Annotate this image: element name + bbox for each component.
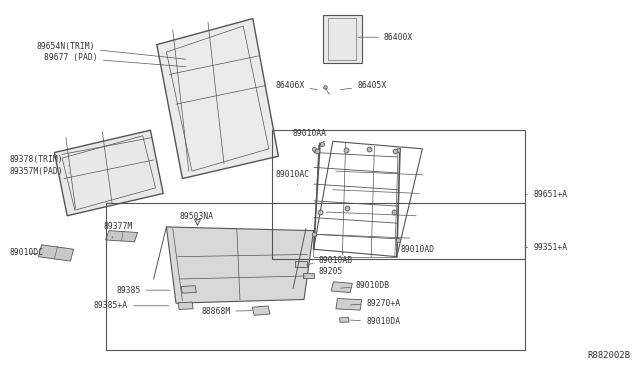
Text: 89377M: 89377M (104, 222, 133, 238)
Text: 89677 (PAD): 89677 (PAD) (44, 53, 186, 67)
Text: 89357M(PAD): 89357M(PAD) (10, 167, 69, 176)
Text: 99351+A: 99351+A (525, 243, 567, 252)
Polygon shape (252, 306, 270, 315)
Polygon shape (295, 261, 307, 266)
Text: 86400X: 86400X (358, 33, 413, 42)
Text: 89270+A: 89270+A (350, 299, 400, 308)
Polygon shape (181, 286, 196, 293)
Text: 89654N(TRIM): 89654N(TRIM) (36, 42, 186, 59)
Text: R882002B: R882002B (588, 351, 630, 360)
Text: 89385: 89385 (116, 286, 170, 295)
Text: 89010AA: 89010AA (292, 129, 326, 142)
Polygon shape (331, 282, 353, 292)
Polygon shape (336, 298, 362, 310)
Polygon shape (178, 302, 193, 310)
Polygon shape (38, 245, 74, 261)
Text: 89385+A: 89385+A (94, 301, 169, 310)
Text: 89010AD: 89010AD (396, 245, 435, 254)
Polygon shape (157, 19, 278, 179)
Text: 88868M: 88868M (201, 307, 252, 316)
Text: 89010AB: 89010AB (307, 256, 352, 265)
Bar (106, 203, 525, 350)
Text: 89010DB: 89010DB (340, 281, 390, 290)
Text: 89010DA: 89010DA (350, 317, 400, 326)
Text: 89651+A: 89651+A (525, 190, 567, 199)
Text: 89205: 89205 (312, 267, 342, 276)
Polygon shape (106, 231, 138, 242)
Text: 89378(TRIM): 89378(TRIM) (10, 155, 69, 166)
Text: 89010AC: 89010AC (275, 170, 309, 185)
Text: 89503NA: 89503NA (179, 212, 213, 221)
Polygon shape (323, 15, 362, 63)
Polygon shape (303, 273, 314, 278)
Text: 89010DC: 89010DC (10, 248, 44, 257)
Text: 86405X: 86405X (340, 81, 387, 90)
Polygon shape (340, 318, 349, 322)
Bar (272, 130, 525, 259)
Polygon shape (54, 130, 163, 216)
Text: 86406X: 86406X (275, 81, 317, 90)
Polygon shape (166, 227, 314, 303)
